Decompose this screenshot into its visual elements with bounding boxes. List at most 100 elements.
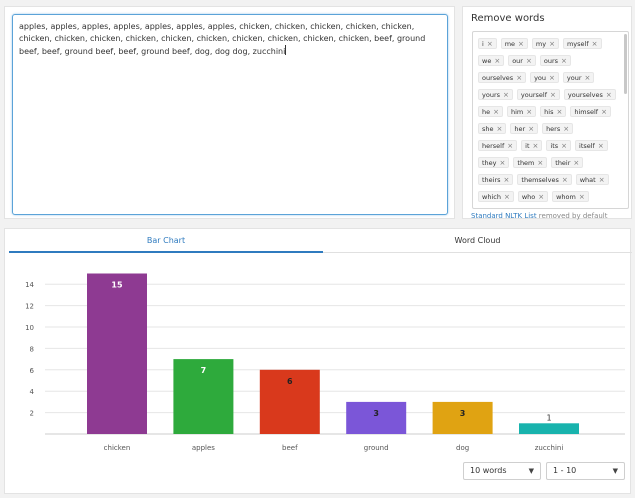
- stopword-tag: theirs ×: [478, 174, 514, 185]
- stopword-tag: his ×: [540, 106, 567, 117]
- stopword-tag: these×: [545, 208, 580, 209]
- stopword-tag: it ×: [521, 140, 543, 151]
- close-icon[interactable]: ×: [563, 124, 570, 133]
- bar-chart: 2 4 6 8 10 12 14 15 chicken 7 apples 6 beef 3 ground 3 d…: [25, 273, 625, 452]
- close-icon[interactable]: ×: [528, 124, 535, 133]
- close-icon[interactable]: ×: [561, 175, 568, 184]
- data-label: 3: [460, 409, 466, 418]
- close-icon[interactable]: ×: [591, 39, 598, 48]
- text-caret: [285, 45, 287, 55]
- close-icon[interactable]: ×: [549, 73, 555, 82]
- data-label: 1: [546, 413, 551, 422]
- stopword-tag: she ×: [478, 123, 507, 134]
- close-icon[interactable]: ×: [486, 39, 493, 48]
- stopword-tag-label: which: [482, 192, 501, 201]
- close-icon[interactable]: ×: [598, 175, 605, 184]
- bar: [519, 423, 579, 434]
- stopword-tag: whom ×: [552, 191, 589, 202]
- stopword-tag-label: your: [566, 73, 582, 82]
- close-icon[interactable]: ×: [584, 73, 591, 82]
- close-icon[interactable]: ×: [526, 107, 533, 116]
- data-label: 6: [287, 377, 293, 386]
- close-icon[interactable]: ×: [550, 90, 556, 99]
- stopword-tag: he ×: [478, 106, 503, 117]
- close-icon[interactable]: ×: [503, 192, 510, 201]
- data-label: 7: [201, 366, 207, 375]
- stopword-tag-label: yourself: [520, 90, 547, 99]
- stopword-tag-label: yours: [482, 90, 501, 99]
- chevron-down-icon: ▼: [612, 467, 618, 475]
- close-icon[interactable]: ×: [597, 141, 604, 150]
- stopword-tag: they ×: [478, 157, 510, 168]
- stopword-tag-label: my: [535, 39, 547, 48]
- stopword-tag-label: themselves: [521, 175, 559, 184]
- close-icon[interactable]: ×: [561, 141, 568, 150]
- tag-box-scrollbar[interactable]: [624, 34, 627, 94]
- close-icon[interactable]: ×: [503, 175, 510, 184]
- stopword-tag-label: who: [521, 192, 536, 201]
- chart-panel: Bar Chart Word Cloud 2 4 6 8 10 12 14 15 chicken…: [4, 228, 632, 494]
- close-icon[interactable]: ×: [605, 90, 612, 99]
- stopword-tag: your ×: [562, 72, 595, 83]
- stopword-tag: him ×: [507, 106, 537, 117]
- stopword-tag-label: yourselves: [567, 90, 603, 99]
- close-icon[interactable]: ×: [525, 56, 532, 65]
- stopword-tag-label: i: [482, 39, 484, 48]
- bar: [87, 273, 147, 434]
- close-icon[interactable]: ×: [578, 192, 585, 201]
- close-icon[interactable]: ×: [532, 141, 539, 150]
- stopword-tag: yourselves ×: [563, 89, 616, 100]
- stopword-tag-label: its: [550, 141, 559, 150]
- close-icon[interactable]: ×: [494, 56, 501, 65]
- tab-word-cloud[interactable]: Word Cloud: [323, 231, 632, 253]
- stopword-tag-label: myself: [566, 39, 589, 48]
- close-icon[interactable]: ×: [549, 39, 555, 48]
- remove-words-title: Remove words: [471, 13, 545, 24]
- stopword-tag: himself ×: [570, 106, 611, 117]
- x-tick-label: zucchini: [535, 444, 564, 452]
- close-icon[interactable]: ×: [499, 158, 506, 167]
- stopword-tag-label: what: [579, 175, 596, 184]
- stopword-tag: its ×: [546, 140, 572, 151]
- word-count-select[interactable]: 10 words ▼: [463, 462, 541, 480]
- data-label: 3: [373, 409, 379, 418]
- stopword-tag: my ×: [531, 38, 559, 49]
- stopword-tag: herself ×: [478, 140, 518, 151]
- stopword-tag-label: him: [511, 107, 524, 116]
- bar: [432, 401, 493, 434]
- stopword-tag: yourself ×: [516, 89, 560, 100]
- range-select[interactable]: 1 - 10 ▼: [546, 462, 625, 480]
- stopword-tag: itself ×: [575, 140, 608, 151]
- close-icon[interactable]: ×: [516, 73, 523, 82]
- close-icon[interactable]: ×: [503, 90, 509, 99]
- stopword-tag-label: we: [482, 56, 492, 65]
- stopword-tag-label: himself: [574, 107, 599, 116]
- stopword-tag-label: they: [482, 158, 497, 167]
- close-icon[interactable]: ×: [518, 39, 524, 48]
- close-icon[interactable]: ×: [537, 158, 544, 167]
- bar: [259, 369, 320, 434]
- close-icon[interactable]: ×: [493, 107, 499, 116]
- close-icon[interactable]: ×: [556, 107, 563, 116]
- stopword-tag-label: me: [504, 39, 516, 48]
- tab-bar-chart[interactable]: Bar Chart: [9, 231, 323, 253]
- close-icon[interactable]: ×: [601, 107, 607, 116]
- stopword-tag: which ×: [478, 191, 514, 202]
- nltk-list-link[interactable]: Standard NLTK List: [471, 212, 537, 220]
- stopword-tag: what ×: [575, 174, 609, 185]
- close-icon[interactable]: ×: [496, 124, 503, 133]
- stopword-tag: them ×: [513, 157, 548, 168]
- stopword-tag-label: ours: [543, 56, 559, 65]
- stopword-tag: yours ×: [478, 89, 513, 100]
- close-icon[interactable]: ×: [507, 141, 514, 150]
- chevron-down-icon: ▼: [528, 467, 534, 475]
- stopword-tag-box[interactable]: i × me × my × myself × we × our × ours × ourselves × you…: [472, 31, 629, 209]
- remove-words-footer: Standard NLTK List removed by default: [471, 212, 608, 220]
- remove-words-panel: Remove words i × me × my × myself × we × our × ours ×…: [462, 6, 632, 220]
- close-icon[interactable]: ×: [561, 56, 567, 65]
- x-tick-label: chicken: [104, 444, 131, 452]
- close-icon[interactable]: ×: [573, 158, 580, 167]
- close-icon[interactable]: ×: [538, 192, 545, 201]
- word-text-input[interactable]: apples, apples, apples, apples, apples, …: [12, 14, 448, 215]
- data-label: 15: [111, 281, 123, 290]
